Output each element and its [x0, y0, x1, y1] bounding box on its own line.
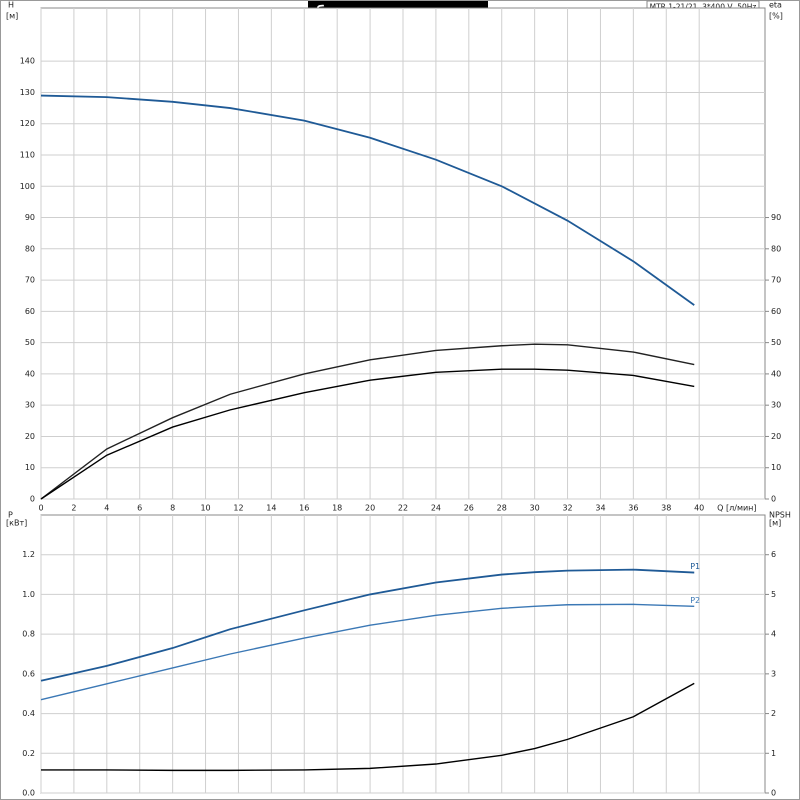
- y2-tick-label: 80: [771, 244, 781, 253]
- y2-tick-label: 20: [771, 432, 781, 441]
- x-tick-label: 14: [266, 504, 276, 513]
- x-tick-label: 6: [137, 504, 142, 513]
- y2-tick-label: 5: [771, 590, 776, 599]
- x-tick-label: 22: [398, 504, 408, 513]
- x-tick-label: 0: [38, 504, 43, 513]
- y-tick-label: 130: [20, 88, 35, 97]
- y-tick-label: 0.4: [22, 709, 35, 718]
- x-tick-label: 10: [200, 504, 210, 513]
- y-tick-label: 0.0: [22, 789, 35, 798]
- y-tick-label: 70: [25, 276, 35, 285]
- annotation: MTR 1-21/21, 3*400 V, 50Hz: [650, 3, 757, 12]
- y2-tick-label: 6: [771, 550, 776, 559]
- series-line: [40, 343, 695, 500]
- y-tick-label: 120: [20, 119, 35, 128]
- y-tick-label: 1.2: [22, 550, 35, 559]
- y-tick-label: 10: [25, 463, 35, 472]
- y-tick-label: 100: [20, 182, 35, 191]
- x-tick-label: 34: [595, 504, 605, 513]
- y2-tick-label: 70: [771, 276, 781, 285]
- y-tick-label: 30: [25, 401, 35, 410]
- series-line: [40, 568, 695, 682]
- series-label: P1: [690, 562, 700, 571]
- y-tick-label: 0: [30, 495, 35, 504]
- series-line: [40, 94, 695, 306]
- series-line: [41, 682, 695, 772]
- y-tick-label: 0.8: [22, 630, 35, 639]
- y-tick-label: 0.2: [22, 749, 35, 758]
- x-tick-label: 20: [365, 504, 375, 513]
- y-axis-unit: [м]: [6, 12, 18, 21]
- y2-tick-label: 1: [771, 749, 776, 758]
- x-tick-label: 32: [562, 504, 572, 513]
- x-tick-label: 8: [170, 504, 175, 513]
- y-tick-label: 140: [20, 57, 35, 66]
- y2-tick-label: 3: [771, 669, 776, 678]
- series-line: [40, 603, 695, 701]
- y2-axis-unit: [%]: [769, 12, 783, 21]
- y2-tick-label: 60: [771, 307, 781, 316]
- x-tick-label: 4: [104, 504, 109, 513]
- y2-tick-label: 30: [771, 401, 781, 410]
- x-tick-label: 12: [233, 504, 243, 513]
- y2-tick-label: 50: [771, 338, 781, 347]
- y2-tick-label: 4: [771, 630, 776, 639]
- x-tick-label: 38: [661, 504, 671, 513]
- x-tick-label: 28: [497, 504, 507, 513]
- y-axis-label: H: [8, 1, 14, 10]
- x-tick-label: 2: [71, 504, 76, 513]
- y-tick-label: 60: [25, 307, 35, 316]
- y-tick-label: 80: [25, 244, 35, 253]
- y-tick-label: 40: [25, 369, 35, 378]
- y2-tick-label: 40: [771, 369, 781, 378]
- y-tick-label: 20: [25, 432, 35, 441]
- y2-tick-label: 2: [771, 709, 776, 718]
- x-tick-label: 40: [694, 504, 704, 513]
- y2-tick-label: 10: [771, 463, 781, 472]
- y2-axis-label: eta: [769, 1, 782, 10]
- y2-tick-label: 0: [771, 495, 776, 504]
- x-tick-label: 24: [431, 504, 441, 513]
- y-tick-label: 50: [25, 338, 35, 347]
- x-tick-label: 26: [464, 504, 474, 513]
- x-tick-label: 30: [530, 504, 540, 513]
- y-tick-label: 90: [25, 213, 35, 222]
- x-tick-label: 36: [628, 504, 638, 513]
- x-tick-label: 16: [299, 504, 309, 513]
- y-tick-label: 110: [20, 150, 35, 159]
- y2-axis-unit: [м]: [769, 519, 781, 528]
- y-tick-label: 1.0: [22, 590, 35, 599]
- x-tick-label: 18: [332, 504, 342, 513]
- x-axis-label: Q [л/мин]: [717, 504, 756, 513]
- series-line: [40, 368, 695, 500]
- y-axis-unit: [кВт]: [6, 519, 27, 528]
- series-label: P2: [690, 596, 700, 605]
- y2-tick-label: 0: [771, 789, 776, 798]
- y-axis-label: P: [8, 511, 13, 520]
- y-tick-label: 0.6: [22, 669, 35, 678]
- y2-axis-label: NPSH: [769, 511, 791, 520]
- y2-tick-label: 90: [771, 213, 781, 222]
